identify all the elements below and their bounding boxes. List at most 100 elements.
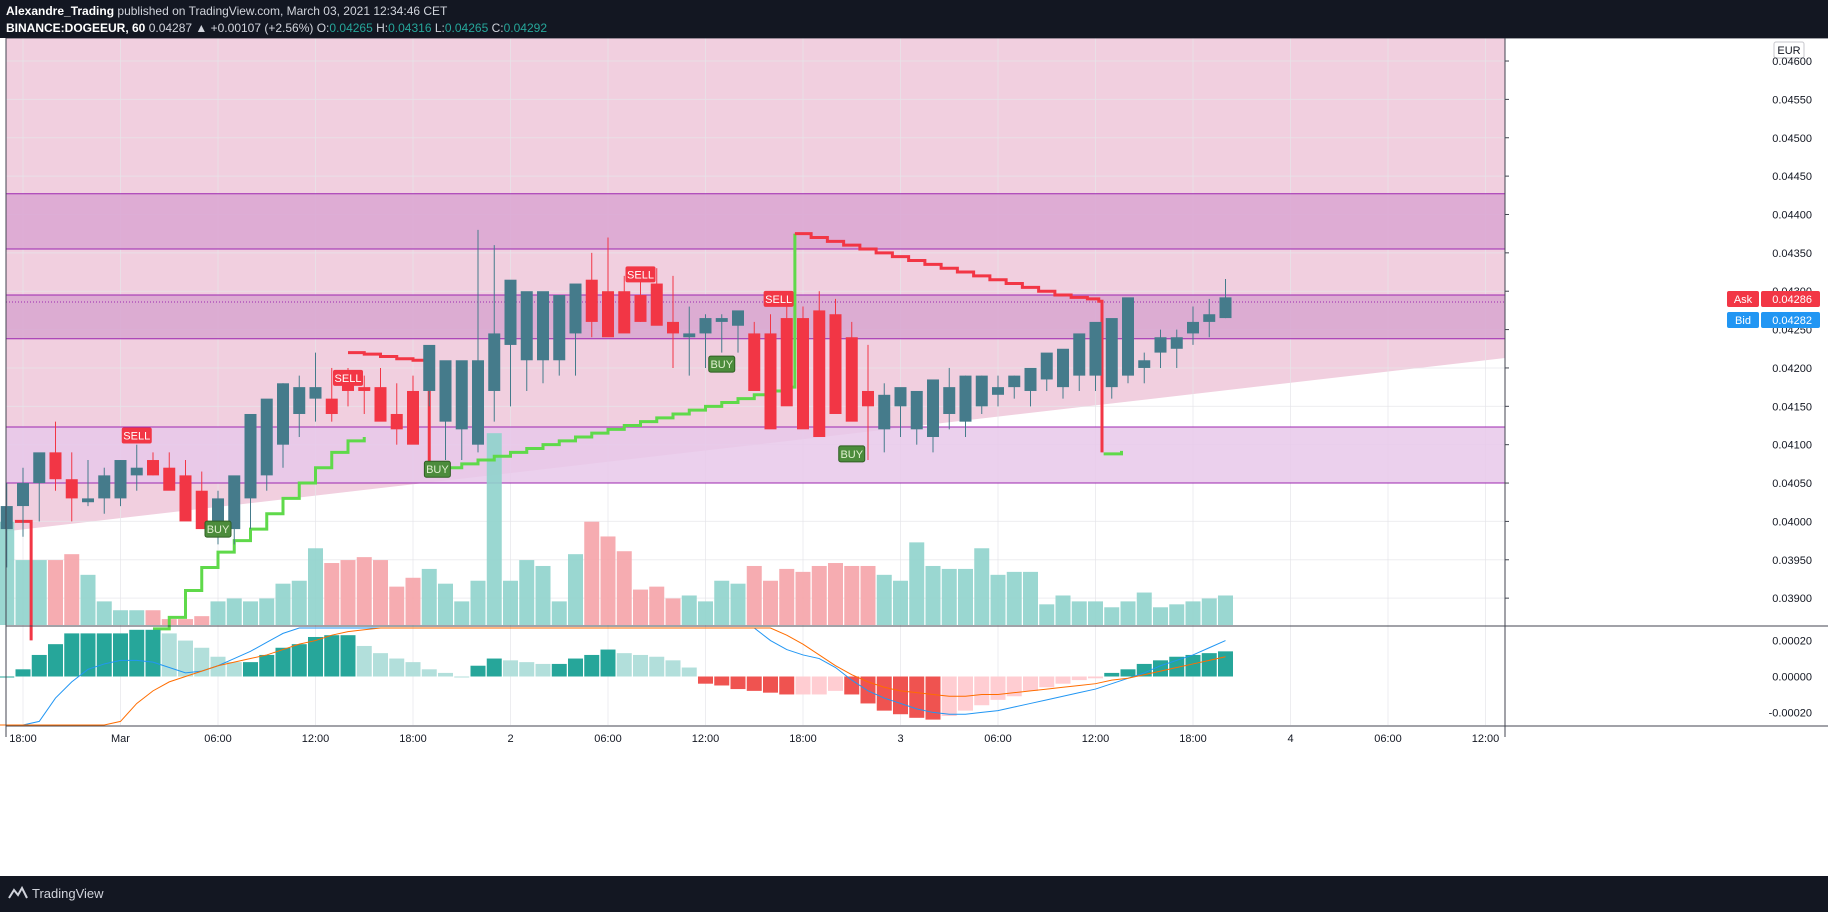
ask-tag-label: Ask: [1734, 294, 1753, 306]
candle-body: [894, 387, 907, 407]
macd-histogram-bar: [1039, 676, 1055, 688]
macd-histogram-bar: [600, 649, 616, 677]
candle-body: [504, 279, 517, 345]
macd-histogram-bar: [259, 654, 275, 677]
volume-bar: [730, 583, 746, 625]
volume-bar: [373, 560, 388, 625]
bid-price-value: 0.04282: [1772, 315, 1812, 327]
macd-histogram-bar: [616, 653, 632, 677]
volume-bar: [925, 565, 941, 625]
footer-brand[interactable]: TradingView: [32, 886, 104, 901]
sell-signal-label: SELL: [625, 266, 656, 283]
price-scale-background: [1505, 38, 1828, 738]
candle-body: [1024, 367, 1037, 391]
macd-histogram-bar: [0, 676, 15, 678]
price-change: 0.04287 ▲ +0.00107 (+2.56%): [148, 21, 314, 35]
volume-bar: [1169, 604, 1185, 625]
volume-bar: [828, 563, 843, 625]
candle-body: [0, 506, 13, 530]
publish-info: Alexandre_Trading published on TradingVi…: [6, 4, 447, 18]
volume-bar: [340, 560, 356, 625]
candle-body: [293, 387, 306, 414]
macd-layer: [0, 625, 1828, 726]
macd-histogram-bar: [291, 644, 307, 677]
volume-bar: [421, 568, 437, 625]
signal-box: [333, 369, 363, 386]
macd-histogram-bar: [454, 676, 470, 678]
bid-tag-label: Bid: [1735, 315, 1751, 327]
volume-bar: [178, 619, 193, 625]
volume-bar: [941, 568, 957, 625]
candle-body: [309, 387, 322, 399]
time-tick-label: 06:00: [594, 733, 622, 745]
volume-bar: [633, 589, 648, 625]
macd-histogram-bar: [389, 658, 405, 677]
macd-histogram-bar: [990, 676, 1006, 700]
tradingview-logo-icon[interactable]: [8, 886, 28, 900]
candle-body: [1138, 360, 1151, 368]
macd-histogram-bar: [763, 676, 778, 693]
volume-bar: [470, 580, 486, 625]
macd-histogram-bar: [844, 676, 860, 695]
candle-body: [1057, 348, 1069, 388]
candle-body: [602, 291, 614, 338]
candle-body: [212, 498, 224, 522]
volume-bar: [80, 574, 96, 625]
time-tick-label: 12:00: [302, 733, 330, 745]
sell-signal-label: SELL: [333, 369, 363, 386]
volume-bar: [194, 616, 210, 625]
macd-histogram-bar: [1055, 676, 1071, 684]
macd-histogram-bar: [64, 633, 80, 677]
candle-body: [683, 333, 696, 338]
macd-histogram-bar: [438, 672, 453, 677]
macd-histogram-bar: [909, 676, 925, 718]
ask-price-box: [1761, 290, 1820, 307]
volume-bar: [990, 574, 1006, 625]
signal-box: [838, 445, 866, 463]
volume-bar: [275, 583, 291, 625]
candle-body: [732, 310, 744, 326]
resistance-line: [14, 519, 33, 641]
candle-body: [829, 314, 842, 414]
symbol-info: BINANCE:DOGEEUR, 60 0.04287 ▲ +0.00107 (…: [6, 21, 547, 35]
candle-body: [1122, 297, 1134, 376]
macd-histogram-bar: [1006, 676, 1022, 697]
macd-histogram-bar: [584, 654, 600, 677]
volume-bar: [308, 548, 323, 625]
ask-price-value: 0.04286: [1772, 294, 1812, 306]
candle-body: [147, 460, 159, 476]
price-tick-label: 0.04350: [1772, 248, 1812, 260]
macd-histogram-bar: [730, 676, 746, 690]
candle-body: [228, 475, 241, 530]
macd-histogram-bar: [568, 658, 583, 677]
candle-body: [1040, 352, 1053, 380]
macd-histogram-bar: [714, 676, 730, 686]
volume-bar: [1023, 571, 1038, 625]
volume-bar: [129, 610, 145, 625]
time-tick-label: 4: [1287, 733, 1293, 745]
signal-box: [204, 520, 232, 538]
candle-body: [699, 318, 712, 334]
macd-histogram-bar: [194, 647, 210, 677]
volume-bar: [519, 560, 535, 625]
symbol-name: BINANCE:DOGEEUR, 60: [6, 21, 146, 35]
candle-body: [618, 291, 631, 334]
price-tick-label: 0.04050: [1772, 478, 1812, 490]
volume-bar: [1039, 604, 1055, 625]
time-tick-label: 12:00: [1082, 733, 1110, 745]
support-line: [1103, 450, 1123, 456]
candle-body: [1008, 375, 1021, 388]
author-name[interactable]: Alexandre_Trading: [6, 4, 115, 18]
time-tick-label: 06:00: [204, 733, 232, 745]
macd-histogram-bar: [161, 633, 177, 677]
ohlc-high-label: H:: [376, 21, 389, 35]
time-tick-label: 12:00: [1472, 733, 1500, 745]
candle-body: [423, 344, 436, 391]
macd-histogram-bar: [243, 662, 258, 677]
volume-bar: [681, 595, 697, 625]
candle-body: [927, 379, 939, 438]
candle-body: [1203, 314, 1216, 322]
macd-histogram-bar: [795, 676, 811, 695]
volume-bar: [860, 565, 876, 625]
